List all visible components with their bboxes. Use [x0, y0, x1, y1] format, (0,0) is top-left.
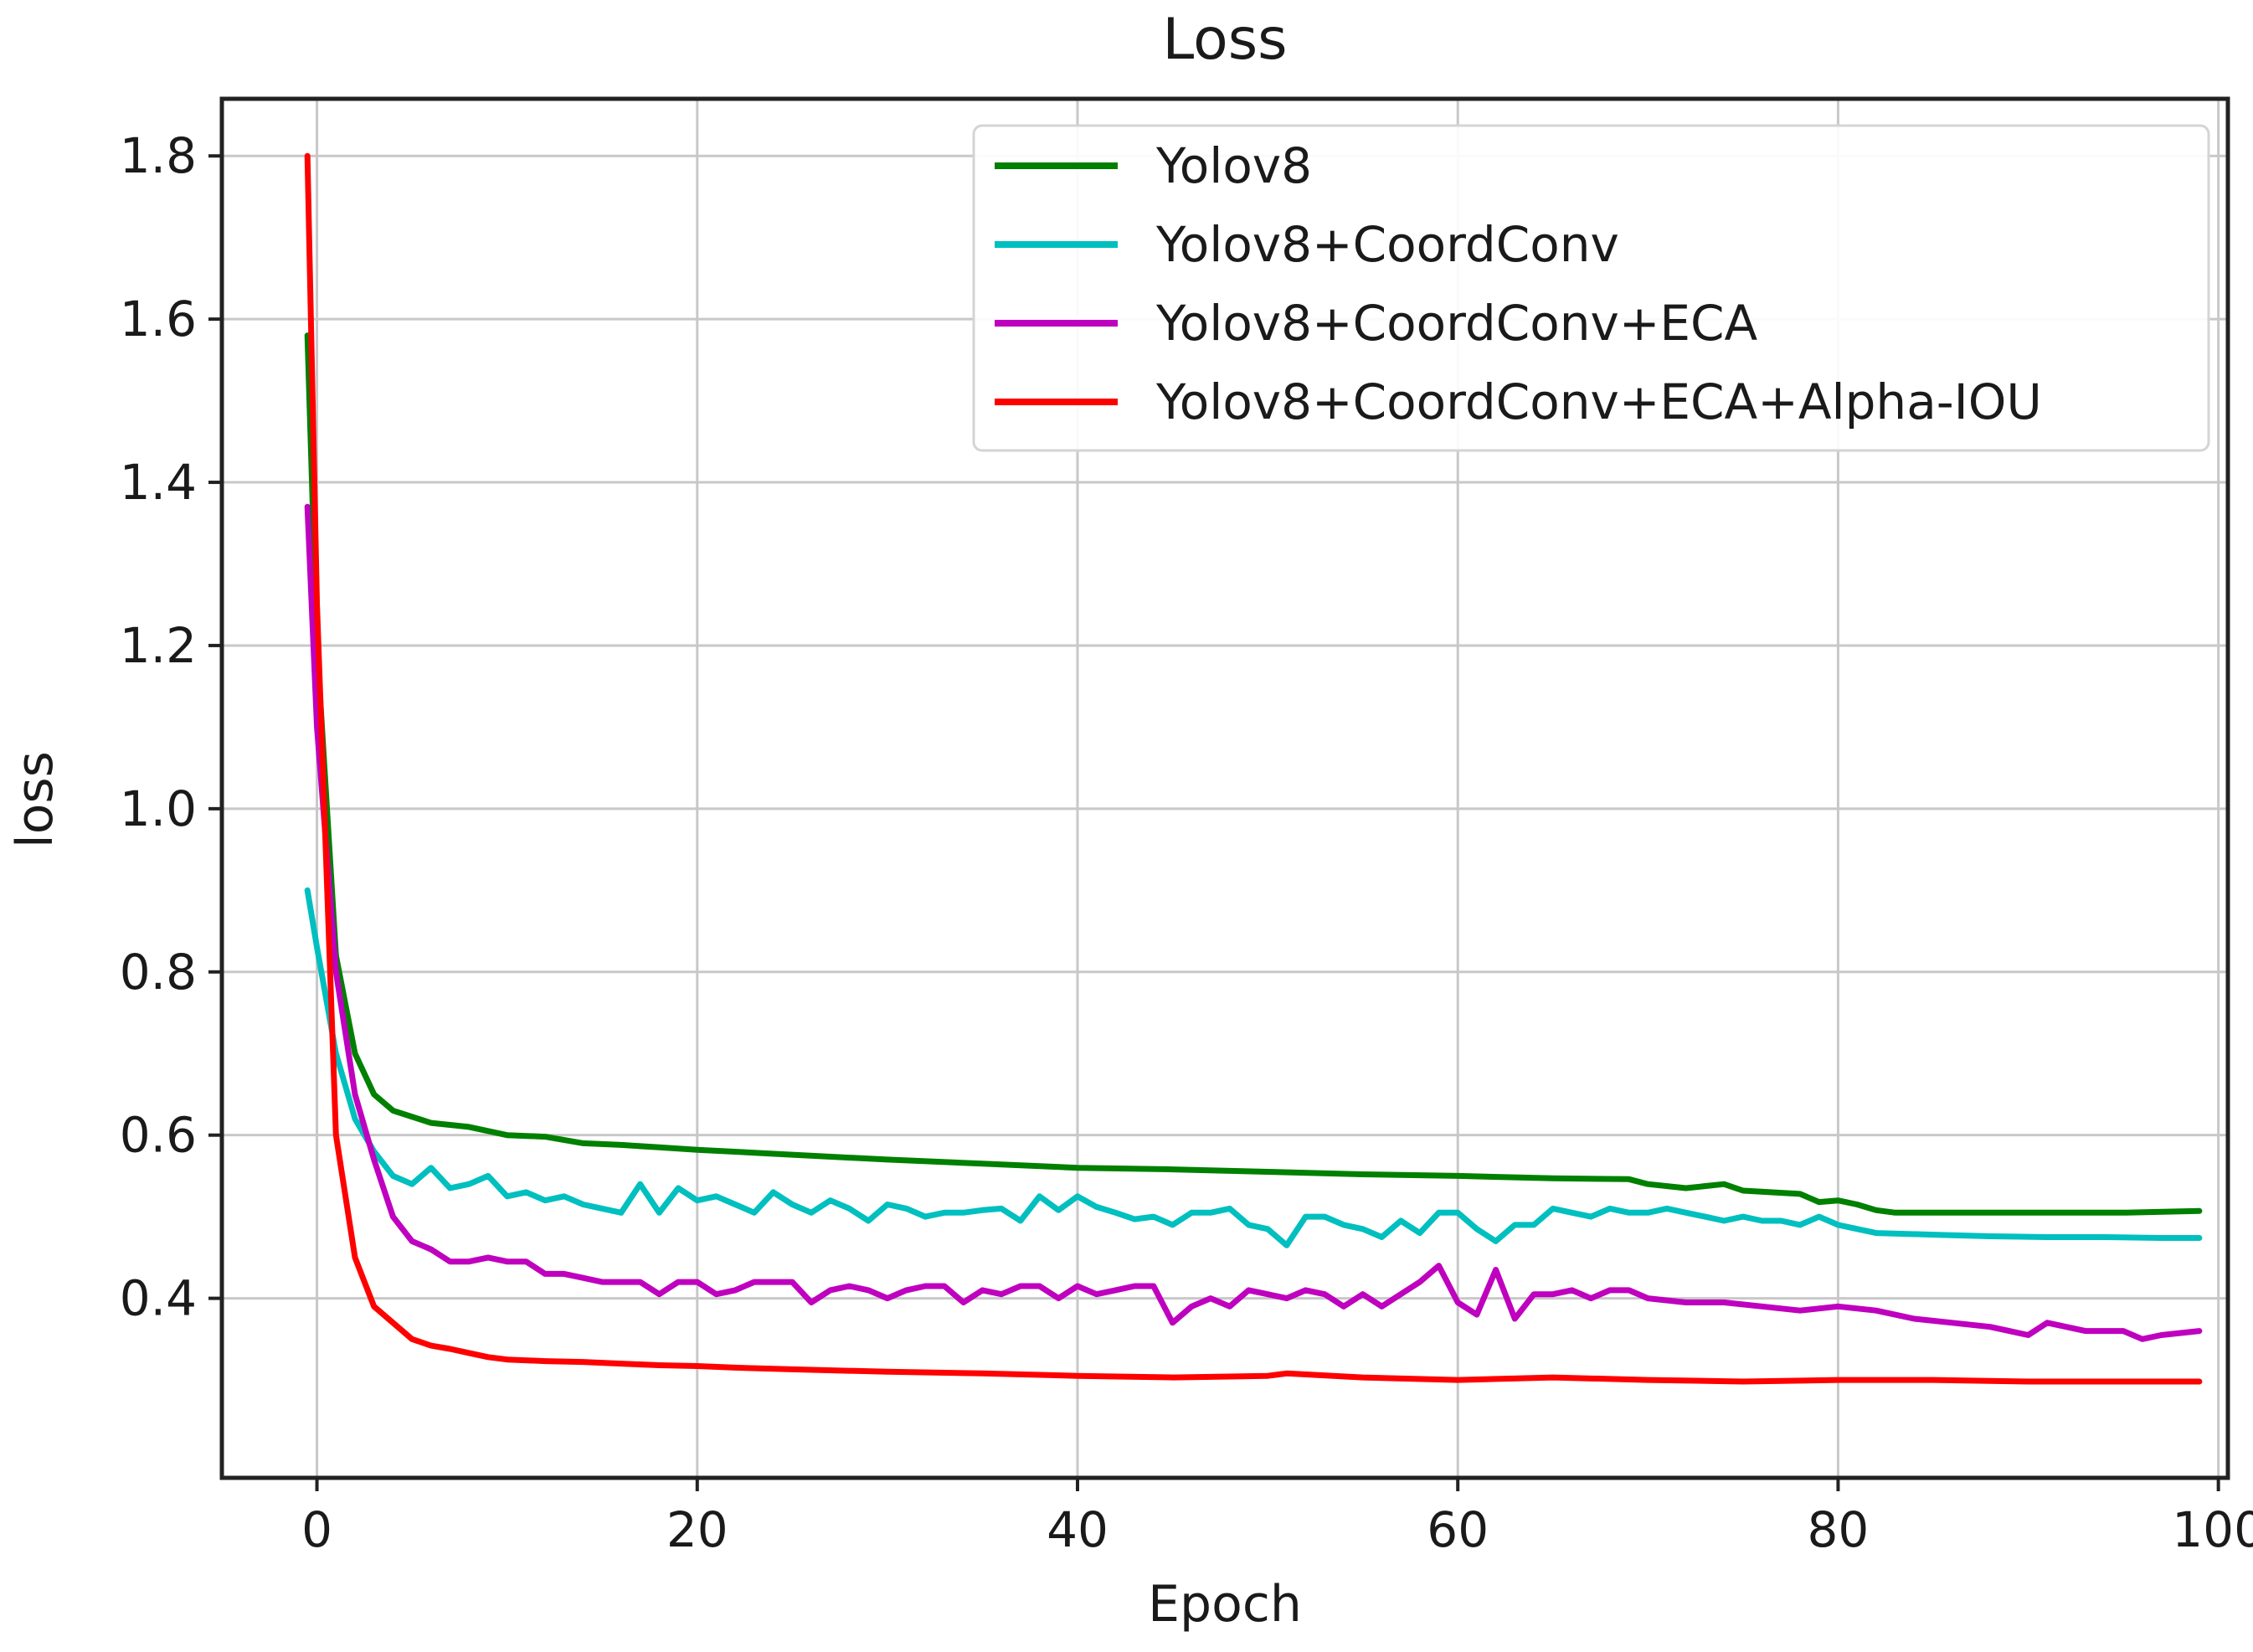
y-tick-label: 0.8 [120, 944, 197, 1001]
legend-label: Yolov8 [1155, 137, 1312, 194]
x-tick-label: 20 [666, 1501, 728, 1558]
x-axis-label: Epoch [1148, 1575, 1302, 1634]
y-axis-label: loss [6, 751, 64, 848]
y-tick-label: 0.6 [120, 1107, 197, 1164]
x-tick-label: 60 [1427, 1501, 1489, 1558]
legend-label: Yolov8+CoordConv+ECA [1155, 295, 1758, 352]
x-tick-label: 40 [1047, 1501, 1108, 1558]
legend: Yolov8 Yolov8+CoordConv Yolov8+CoordConv+E… [972, 124, 2210, 452]
series-line-1 [304, 332, 2203, 1216]
legend-label: Yolov8+CoordConv+ECA+Alpha-IOU [1155, 373, 2042, 430]
series-group [304, 152, 2203, 1385]
y-tick-label: 0.4 [120, 1270, 197, 1327]
series-line-4 [304, 152, 2203, 1385]
series-line-2 [304, 887, 2203, 1248]
y-tick-label: 1.0 [120, 780, 197, 837]
y-tick-label: 1.2 [120, 617, 197, 674]
legend-box [972, 124, 2210, 452]
x-tick-label: 100 [2172, 1501, 2253, 1558]
ticks: 0 20 40 60 80 100 0.4 0.6 0.8 1.0 1.2 1.4 1.6 1.8 [120, 127, 2253, 1558]
legend-label: Yolov8+CoordConv [1155, 216, 1619, 273]
x-tick-label: 80 [1808, 1501, 1870, 1558]
plot-frame [219, 96, 2230, 1480]
y-tick-label: 1.4 [120, 454, 197, 511]
x-tick-label: 0 [301, 1501, 332, 1558]
series-line-3 [304, 503, 2203, 1342]
y-tick-label: 1.8 [120, 127, 197, 184]
y-tick-label: 1.6 [120, 291, 197, 347]
chart-title: Loss [1162, 7, 1287, 73]
